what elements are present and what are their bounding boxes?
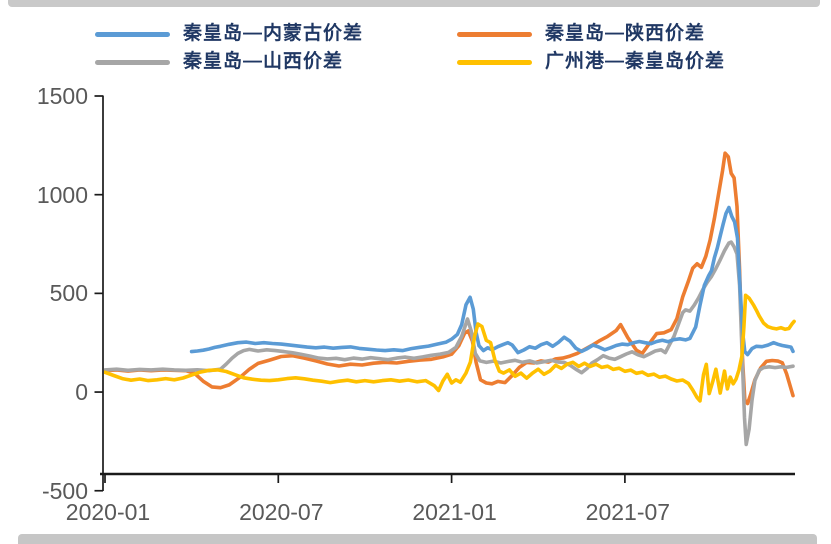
x-tick-label: 2021-07 <box>585 499 671 525</box>
legend-item-2: 秦皇岛—内蒙古价差 <box>95 22 363 46</box>
series-line-1 <box>104 240 795 447</box>
y-tick-label: 1500 <box>36 83 88 109</box>
legend-label: 秦皇岛—山西价差 <box>183 51 344 72</box>
series-line-2 <box>189 205 795 357</box>
page-edge-top <box>8 0 820 7</box>
legend-item-0: 秦皇岛—陕西价差 <box>457 22 705 46</box>
series-line-0 <box>104 151 795 406</box>
legend-line-swatch <box>457 31 532 37</box>
x-tick-label: 2020-07 <box>239 499 324 525</box>
page-edge-bottom <box>18 534 817 544</box>
legend-line-swatch <box>95 31 170 37</box>
y-tick-label: 500 <box>49 280 88 307</box>
legend-label: 秦皇岛—陕西价差 <box>545 23 706 44</box>
legend-line-swatch <box>457 59 532 65</box>
x-tick-label: 2020-01 <box>65 499 151 525</box>
x-tick-label: 2021-01 <box>412 499 497 525</box>
legend-label: 广州港—秦皇岛价差 <box>545 51 726 72</box>
legend-item-1: 秦皇岛—山西价差 <box>95 50 343 74</box>
legend-item-3: 广州港—秦皇岛价差 <box>457 50 725 74</box>
legend-line-swatch <box>95 59 170 65</box>
y-tick-label: -500 <box>41 477 88 504</box>
y-tick-label: 0 <box>75 379 88 406</box>
series-line-3 <box>104 293 796 403</box>
legend-label: 秦皇岛—内蒙古价差 <box>183 23 364 44</box>
y-tick-label: 1000 <box>36 181 88 208</box>
